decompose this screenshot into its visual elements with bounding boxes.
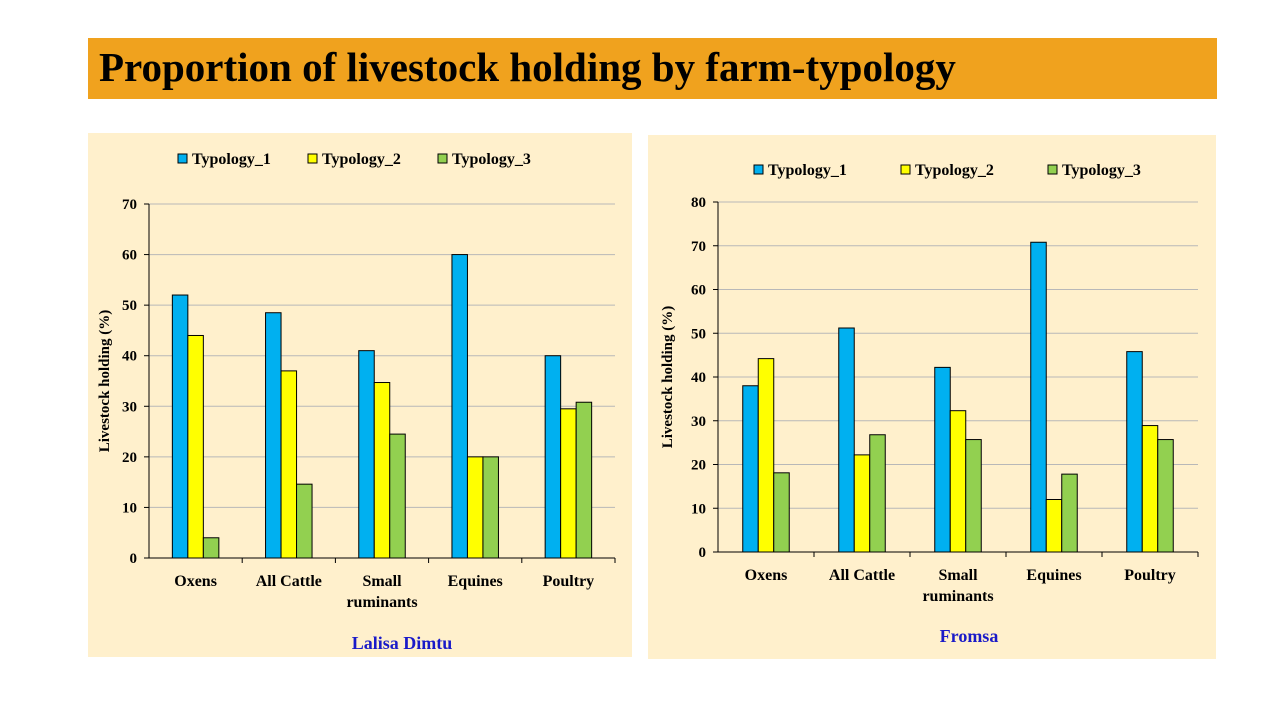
- x-tick-label: Oxens: [174, 573, 217, 590]
- bar-typology-2: [280, 370, 298, 559]
- y-tick-label: 50: [691, 326, 706, 342]
- bar-typology-2: [1045, 499, 1063, 553]
- bar-typology-2: [1141, 425, 1159, 553]
- bar-typology-1: [171, 294, 189, 559]
- y-tick-label: 60: [691, 283, 706, 299]
- slide-title: Proportion of livestock holding by farm-…: [99, 44, 956, 90]
- legend-label: Typology_2: [322, 151, 401, 168]
- bar-typology-3: [1157, 439, 1174, 553]
- legend-swatch: [900, 164, 911, 175]
- chart-fromsa: 0 10 20 30 40 50 60 70 80 Oxens All Cattle Small rum…: [660, 162, 1199, 646]
- x-tick-label: Small ruminants: [346, 573, 417, 611]
- bar-typology-3: [202, 537, 220, 559]
- y-tick-label: 0: [699, 545, 707, 561]
- x-tick-label: Equines: [1026, 567, 1081, 584]
- y-axis-label: Livestock holding (%): [97, 310, 113, 453]
- y-tick-label: 30: [122, 399, 137, 415]
- bar-typology-2: [466, 456, 484, 559]
- bar-typology-1: [1030, 241, 1047, 553]
- y-tick-label: 0: [130, 551, 138, 567]
- bar-typology-1: [358, 350, 375, 559]
- y-tick-label: 80: [691, 195, 706, 211]
- y-tick-label: 30: [691, 414, 706, 430]
- y-tick-label: 10: [691, 501, 706, 517]
- x-tick-label: Small ruminants: [922, 567, 993, 605]
- title-bar: Proportion of livestock holding by farm-…: [88, 38, 1217, 99]
- bar-typology-3: [965, 439, 982, 553]
- y-tick-label: 70: [691, 239, 706, 255]
- bar-typology-3: [1061, 473, 1078, 553]
- bar-typology-3: [869, 434, 886, 553]
- legend-label: Typology_1: [192, 151, 271, 168]
- y-tick-label: 20: [691, 458, 706, 474]
- chart-caption: Fromsa: [940, 626, 999, 646]
- y-tick-label: 40: [691, 370, 706, 386]
- y-axis-label: Livestock holding (%): [660, 306, 676, 449]
- legend-label: Typology_3: [452, 151, 531, 168]
- bar-typology-1: [544, 355, 562, 559]
- legend-label: Typology_2: [915, 162, 994, 179]
- legend-swatch: [1047, 164, 1058, 175]
- legend-label: Typology_1: [768, 162, 847, 179]
- bar-typology-2: [560, 408, 577, 559]
- bar-typology-2: [373, 382, 391, 559]
- y-tick-label: 50: [122, 298, 137, 314]
- bar-typology-2: [757, 358, 775, 553]
- bar-typology-3: [482, 456, 499, 559]
- legend-swatch: [437, 153, 448, 164]
- bar-typology-1: [265, 312, 282, 559]
- legend-label: Typology_3: [1062, 162, 1141, 179]
- x-tick-label: Equines: [448, 573, 503, 590]
- x-tick-label: Poultry: [1124, 567, 1176, 584]
- bar-typology-1: [1126, 351, 1143, 553]
- bar-typology-3: [389, 433, 406, 559]
- bar-typology-3: [773, 472, 790, 553]
- x-tick-label: Poultry: [543, 573, 595, 590]
- chart-panel-fromsa: 0 10 20 30 40 50 60 70 80 Oxens All Cattle Small rum…: [648, 135, 1216, 659]
- chart-lalisa-dimtu: 0 10 20 30 40 50 60 70 Oxens All Cattle Small rumin…: [97, 151, 616, 653]
- legend-swatch: [307, 153, 318, 164]
- bar-typology-2: [187, 334, 204, 559]
- bar-typology-2: [949, 410, 967, 553]
- bar-typology-1: [451, 254, 468, 559]
- y-tick-label: 10: [122, 500, 137, 516]
- bar-typology-1: [742, 385, 759, 553]
- bar-typology-2: [853, 454, 871, 553]
- y-tick-label: 20: [122, 450, 137, 466]
- bar-typology-1: [934, 366, 951, 553]
- bar-typology-3: [575, 401, 593, 559]
- y-tick-label: 40: [122, 349, 137, 365]
- x-tick-label: All Cattle: [256, 573, 322, 590]
- bar-typology-1: [838, 327, 855, 553]
- legend-swatch: [753, 164, 764, 175]
- bar-typology-3: [296, 483, 313, 559]
- x-tick-label: All Cattle: [829, 567, 895, 584]
- y-tick-label: 70: [122, 197, 137, 213]
- y-tick-label: 60: [122, 248, 137, 264]
- legend-swatch: [177, 153, 188, 164]
- chart-caption: Lalisa Dimtu: [352, 633, 453, 653]
- chart-panel-lalisa-dimtu: 0 10 20 30 40 50 60 70 Oxens All Cattle Small rumin…: [88, 133, 632, 657]
- x-tick-label: Oxens: [745, 567, 788, 584]
